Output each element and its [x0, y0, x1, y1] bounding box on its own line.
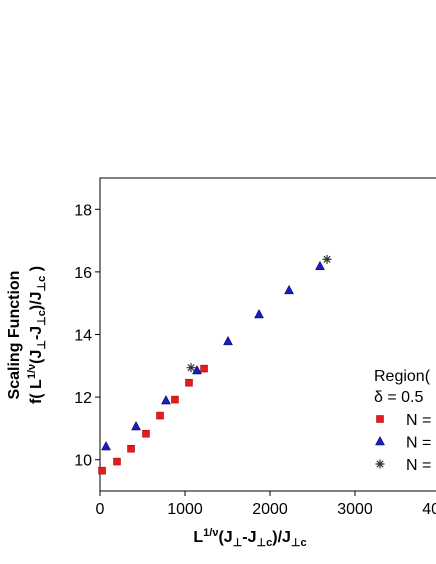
label-part: (J	[218, 529, 232, 546]
point	[192, 364, 202, 375]
x-tick-label: 1000	[167, 501, 203, 518]
legend-title: Region(	[374, 368, 431, 385]
point	[284, 284, 294, 295]
point	[223, 335, 233, 346]
y-axis-title: Scaling Function	[6, 271, 23, 400]
label-part: )/J	[272, 529, 291, 546]
label-part: )	[28, 266, 45, 276]
legend-label: N =	[406, 457, 431, 474]
label-part: ⊥c	[291, 537, 307, 549]
legend-label: N =	[406, 412, 431, 429]
point	[98, 466, 106, 475]
label-part: 1/ν	[203, 527, 218, 539]
point	[200, 364, 208, 373]
legend-marker	[375, 459, 385, 469]
legend-marker	[375, 435, 385, 446]
y-tick-label: 16	[74, 265, 92, 282]
point	[254, 308, 264, 319]
label-part: ⊥c	[36, 276, 48, 292]
point	[101, 441, 111, 451]
label-part: (J	[28, 350, 45, 364]
x-tick-label: 0	[96, 501, 105, 518]
y-tick-label: 18	[74, 202, 92, 219]
point	[322, 254, 332, 264]
point	[161, 395, 171, 405]
point	[186, 363, 196, 373]
point	[131, 420, 141, 431]
x-axis-label: L1/ν(J⊥-J⊥c)/J⊥c	[193, 527, 306, 549]
y-tick-label: 12	[74, 390, 92, 407]
point	[127, 444, 135, 453]
label-part: -J	[28, 326, 45, 340]
x-tick-label: 2000	[252, 501, 288, 518]
label-part: 1/ν	[26, 364, 38, 379]
label-part: ⊥c	[257, 537, 273, 549]
label-part: ⊥c	[36, 310, 48, 326]
label-part: ⊥	[36, 340, 48, 350]
label-part: -J	[242, 529, 256, 546]
legend-marker	[376, 415, 384, 423]
legend-label: N =	[406, 435, 431, 452]
point	[156, 411, 164, 420]
x-tick-label: 3000	[337, 501, 373, 518]
point	[142, 429, 150, 438]
y-axis-label: f( L1/ν(J⊥-J⊥c)/J⊥c )	[26, 266, 48, 404]
point	[171, 395, 179, 404]
x-tick-label: 4000	[422, 501, 436, 518]
plot-frame	[99, 177, 436, 492]
y-tick-label: 10	[74, 453, 92, 470]
label-part: ⊥	[233, 537, 243, 549]
legend-subtitle: δ = 0.5	[374, 389, 423, 406]
label-part: f( L	[28, 379, 45, 404]
point	[315, 260, 325, 271]
label-part: L	[193, 529, 203, 546]
point	[113, 457, 121, 466]
point	[185, 378, 193, 387]
label-part: )/J	[28, 291, 45, 310]
y-tick-label: 14	[74, 328, 92, 345]
